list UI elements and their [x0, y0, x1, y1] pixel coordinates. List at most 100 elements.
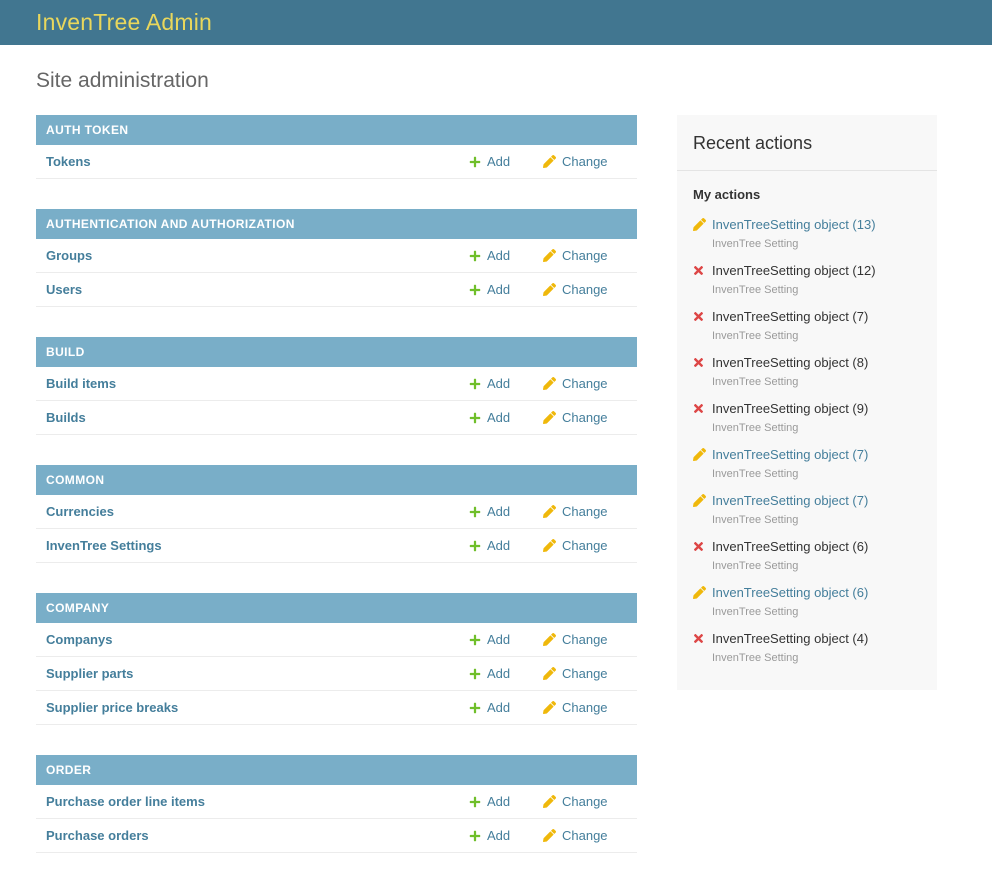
change-link[interactable]: Change: [543, 376, 621, 391]
pencil-icon: [693, 492, 712, 526]
recent-action-item: InvenTreeSetting object (13) InvenTree S…: [693, 216, 921, 250]
model-link[interactable]: Tokens: [46, 154, 91, 169]
add-link[interactable]: Add: [469, 538, 525, 553]
change-link[interactable]: Change: [543, 794, 621, 809]
add-link[interactable]: Add: [469, 248, 525, 263]
columns: AUTH TOKEN Tokens Add Change AUTHENTICAT…: [36, 115, 956, 883]
add-link-label: Add: [487, 538, 511, 553]
pencil-icon: [543, 795, 556, 808]
model-link[interactable]: Currencies: [46, 504, 114, 519]
model-link[interactable]: Purchase orders: [46, 828, 149, 843]
action-object-link[interactable]: InvenTreeSetting object (7): [712, 493, 869, 508]
app-module: AUTH TOKEN Tokens Add Change: [36, 115, 637, 179]
model-link[interactable]: Build items: [46, 376, 117, 391]
add-link-label: Add: [487, 154, 511, 169]
app-module: ORDER Purchase order line items Add Chan…: [36, 755, 637, 853]
add-link[interactable]: Add: [469, 666, 525, 681]
action-object-label: InvenTreeSetting object (12): [712, 263, 876, 278]
model-link[interactable]: Builds: [46, 410, 86, 425]
change-link[interactable]: Change: [543, 632, 621, 647]
action-meta: InvenTree Setting: [712, 376, 799, 388]
pencil-icon: [543, 377, 556, 390]
action-meta: InvenTree Setting: [712, 652, 799, 664]
add-link[interactable]: Add: [469, 154, 525, 169]
change-link[interactable]: Change: [543, 700, 621, 715]
change-link[interactable]: Change: [543, 410, 621, 425]
pencil-icon: [543, 249, 556, 262]
recent-action-item: InvenTreeSetting object (9) InvenTree Se…: [693, 400, 921, 434]
add-link[interactable]: Add: [469, 376, 525, 391]
delete-icon: [693, 630, 712, 664]
add-link-label: Add: [487, 376, 511, 391]
change-link[interactable]: Change: [543, 828, 621, 843]
change-link-label: Change: [562, 666, 608, 681]
change-link[interactable]: Change: [543, 154, 621, 169]
recent-action-body: InvenTreeSetting object (9) InvenTree Se…: [712, 400, 868, 434]
module-caption: BUILD: [36, 337, 637, 367]
app-module: COMPANY Companys Add Change Supplier par…: [36, 593, 637, 725]
action-meta: InvenTree Setting: [712, 422, 799, 434]
action-object-label: InvenTreeSetting object (7): [712, 309, 869, 324]
change-link[interactable]: Change: [543, 504, 621, 519]
change-link[interactable]: Change: [543, 666, 621, 681]
add-link[interactable]: Add: [469, 282, 525, 297]
action-object-link[interactable]: InvenTreeSetting object (7): [712, 447, 869, 462]
module-rows: Companys Add Change Supplier parts Add C…: [36, 623, 637, 725]
model-link[interactable]: Purchase order line items: [46, 794, 205, 809]
app-module: AUTHENTICATION AND AUTHORIZATION Groups …: [36, 209, 637, 307]
module-list: AUTH TOKEN Tokens Add Change AUTHENTICAT…: [36, 115, 637, 883]
recent-action-item: InvenTreeSetting object (6) InvenTree Se…: [693, 584, 921, 618]
delete-icon: [693, 262, 712, 296]
action-object-link[interactable]: InvenTreeSetting object (6): [712, 585, 869, 600]
change-link[interactable]: Change: [543, 282, 621, 297]
plus-icon: [469, 634, 481, 646]
pencil-icon: [543, 539, 556, 552]
model-row: Users Add Change: [36, 273, 637, 307]
recent-action-item: InvenTreeSetting object (8) InvenTree Se…: [693, 354, 921, 388]
recent-action-item: InvenTreeSetting object (7) InvenTree Se…: [693, 492, 921, 526]
add-link[interactable]: Add: [469, 632, 525, 647]
module-rows: Currencies Add Change InvenTree Settings…: [36, 495, 637, 563]
change-link-label: Change: [562, 828, 608, 843]
brand-link[interactable]: InvenTree Admin: [36, 9, 213, 35]
delete-icon: [693, 400, 712, 434]
add-link-label: Add: [487, 666, 511, 681]
module-rows: Purchase order line items Add Change Pur…: [36, 785, 637, 853]
recent-action-body: InvenTreeSetting object (13) InvenTree S…: [712, 216, 876, 250]
change-link[interactable]: Change: [543, 538, 621, 553]
action-object-link[interactable]: InvenTreeSetting object (13): [712, 217, 876, 232]
plus-icon: [469, 796, 481, 808]
module-rows: Build items Add Change Builds Add Change: [36, 367, 637, 435]
add-link[interactable]: Add: [469, 700, 525, 715]
recent-action-item: InvenTreeSetting object (12) InvenTree S…: [693, 262, 921, 296]
model-link[interactable]: Supplier price breaks: [46, 700, 179, 715]
add-link[interactable]: Add: [469, 410, 525, 425]
add-link-label: Add: [487, 248, 511, 263]
model-row: Companys Add Change: [36, 623, 637, 657]
recent-actions-title: Recent actions: [693, 133, 813, 153]
change-link[interactable]: Change: [543, 248, 621, 263]
model-link[interactable]: InvenTree Settings: [46, 538, 162, 553]
add-link[interactable]: Add: [469, 828, 525, 843]
recent-action-body: InvenTreeSetting object (7) InvenTree Se…: [712, 446, 868, 480]
page-title: Site administration: [36, 69, 209, 92]
model-link[interactable]: Groups: [46, 248, 93, 263]
plus-icon: [469, 668, 481, 680]
model-link[interactable]: Supplier parts: [46, 666, 134, 681]
add-link[interactable]: Add: [469, 504, 525, 519]
action-meta: InvenTree Setting: [712, 468, 799, 480]
add-link[interactable]: Add: [469, 794, 525, 809]
change-link-label: Change: [562, 282, 608, 297]
action-list: InvenTreeSetting object (13) InvenTree S…: [693, 216, 921, 664]
change-link-label: Change: [562, 504, 608, 519]
module-caption: ORDER: [36, 755, 637, 785]
change-link-label: Change: [562, 538, 608, 553]
model-row: Builds Add Change: [36, 401, 637, 435]
recent-actions-header: Recent actions: [677, 133, 937, 171]
change-link-label: Change: [562, 410, 608, 425]
add-link-label: Add: [487, 828, 511, 843]
model-link[interactable]: Users: [46, 282, 83, 297]
model-row: Build items Add Change: [36, 367, 637, 401]
model-link[interactable]: Companys: [46, 632, 113, 647]
module-caption: COMMON: [36, 465, 637, 495]
